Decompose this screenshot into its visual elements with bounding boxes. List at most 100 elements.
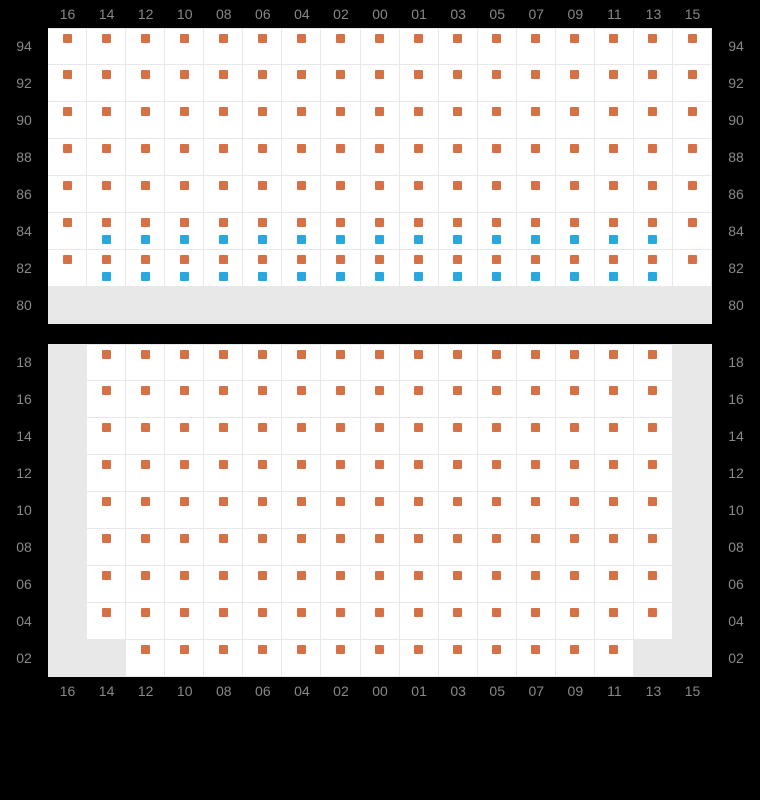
seat-marker[interactable] [102,272,111,281]
seat-marker[interactable] [609,235,618,244]
seat-marker[interactable] [648,350,657,359]
seat-marker[interactable] [414,107,423,116]
seat-cell[interactable] [400,287,439,324]
seat-cell[interactable] [282,65,321,102]
seat-marker[interactable] [258,350,267,359]
seat-marker[interactable] [688,144,697,153]
seat-cell[interactable] [361,381,400,418]
seat-cell[interactable] [556,287,595,324]
seat-cell[interactable] [361,566,400,603]
seat-marker[interactable] [375,608,384,617]
seat-cell[interactable] [517,529,556,566]
seat-marker[interactable] [336,460,345,469]
seat-marker[interactable] [609,571,618,580]
seat-cell[interactable] [439,287,478,324]
seat-marker[interactable] [570,144,579,153]
seat-marker[interactable] [570,386,579,395]
seat-cell[interactable] [517,213,556,250]
seat-cell[interactable] [400,418,439,455]
seat-marker[interactable] [453,144,462,153]
seat-marker[interactable] [414,645,423,654]
seat-cell[interactable] [517,176,556,213]
seat-marker[interactable] [297,272,306,281]
seat-marker[interactable] [180,460,189,469]
seat-marker[interactable] [609,497,618,506]
seat-marker[interactable] [609,272,618,281]
seat-cell[interactable] [243,455,282,492]
seat-marker[interactable] [570,218,579,227]
seat-cell[interactable] [556,176,595,213]
seat-marker[interactable] [531,181,540,190]
seat-cell[interactable] [282,418,321,455]
seat-cell[interactable] [165,603,204,640]
seat-cell[interactable] [634,65,673,102]
seat-cell[interactable] [400,213,439,250]
seat-cell[interactable] [126,176,165,213]
seat-marker[interactable] [531,144,540,153]
seat-cell[interactable] [282,603,321,640]
seat-cell[interactable] [556,28,595,65]
seat-cell[interactable] [595,381,634,418]
seat-cell[interactable] [321,492,360,529]
seat-marker[interactable] [141,144,150,153]
seat-cell[interactable] [400,176,439,213]
seat-marker[interactable] [297,423,306,432]
seat-cell[interactable] [478,344,517,381]
seat-marker[interactable] [141,218,150,227]
seat-cell[interactable] [634,455,673,492]
seat-marker[interactable] [414,571,423,580]
seat-marker[interactable] [336,386,345,395]
seat-marker[interactable] [531,571,540,580]
seat-marker[interactable] [492,272,501,281]
seat-cell[interactable] [556,418,595,455]
seat-cell[interactable] [478,529,517,566]
seat-marker[interactable] [336,218,345,227]
seat-cell[interactable] [126,28,165,65]
seat-marker[interactable] [180,34,189,43]
seat-marker[interactable] [297,34,306,43]
seat-cell[interactable] [204,566,243,603]
seat-marker[interactable] [219,272,228,281]
seat-cell[interactable] [126,418,165,455]
seat-marker[interactable] [219,571,228,580]
seat-cell[interactable] [165,139,204,176]
seat-marker[interactable] [414,460,423,469]
seat-marker[interactable] [141,255,150,264]
seat-cell[interactable] [321,381,360,418]
seat-cell[interactable] [361,529,400,566]
seat-cell[interactable] [673,28,712,65]
seat-cell[interactable] [517,250,556,287]
seat-marker[interactable] [180,107,189,116]
seat-cell[interactable] [204,529,243,566]
seat-marker[interactable] [63,107,72,116]
seat-marker[interactable] [375,350,384,359]
seat-cell[interactable] [282,28,321,65]
seat-cell[interactable] [595,529,634,566]
seat-marker[interactable] [336,181,345,190]
seat-cell[interactable] [204,250,243,287]
seat-marker[interactable] [648,235,657,244]
seat-cell[interactable] [204,381,243,418]
seat-marker[interactable] [570,235,579,244]
seat-cell[interactable] [517,418,556,455]
seat-cell[interactable] [87,287,126,324]
seat-marker[interactable] [258,235,267,244]
seat-cell[interactable] [48,213,87,250]
seat-cell[interactable] [478,418,517,455]
seat-cell[interactable] [282,566,321,603]
seat-marker[interactable] [297,181,306,190]
seat-marker[interactable] [63,34,72,43]
seat-marker[interactable] [453,423,462,432]
seat-cell[interactable] [48,176,87,213]
seat-cell[interactable] [282,176,321,213]
seat-cell[interactable] [517,102,556,139]
seat-cell[interactable] [673,65,712,102]
seat-cell[interactable] [361,102,400,139]
seat-cell[interactable] [126,287,165,324]
seat-marker[interactable] [492,386,501,395]
seat-marker[interactable] [375,181,384,190]
seat-cell[interactable] [126,381,165,418]
seat-marker[interactable] [570,272,579,281]
seat-marker[interactable] [336,497,345,506]
seat-marker[interactable] [102,107,111,116]
